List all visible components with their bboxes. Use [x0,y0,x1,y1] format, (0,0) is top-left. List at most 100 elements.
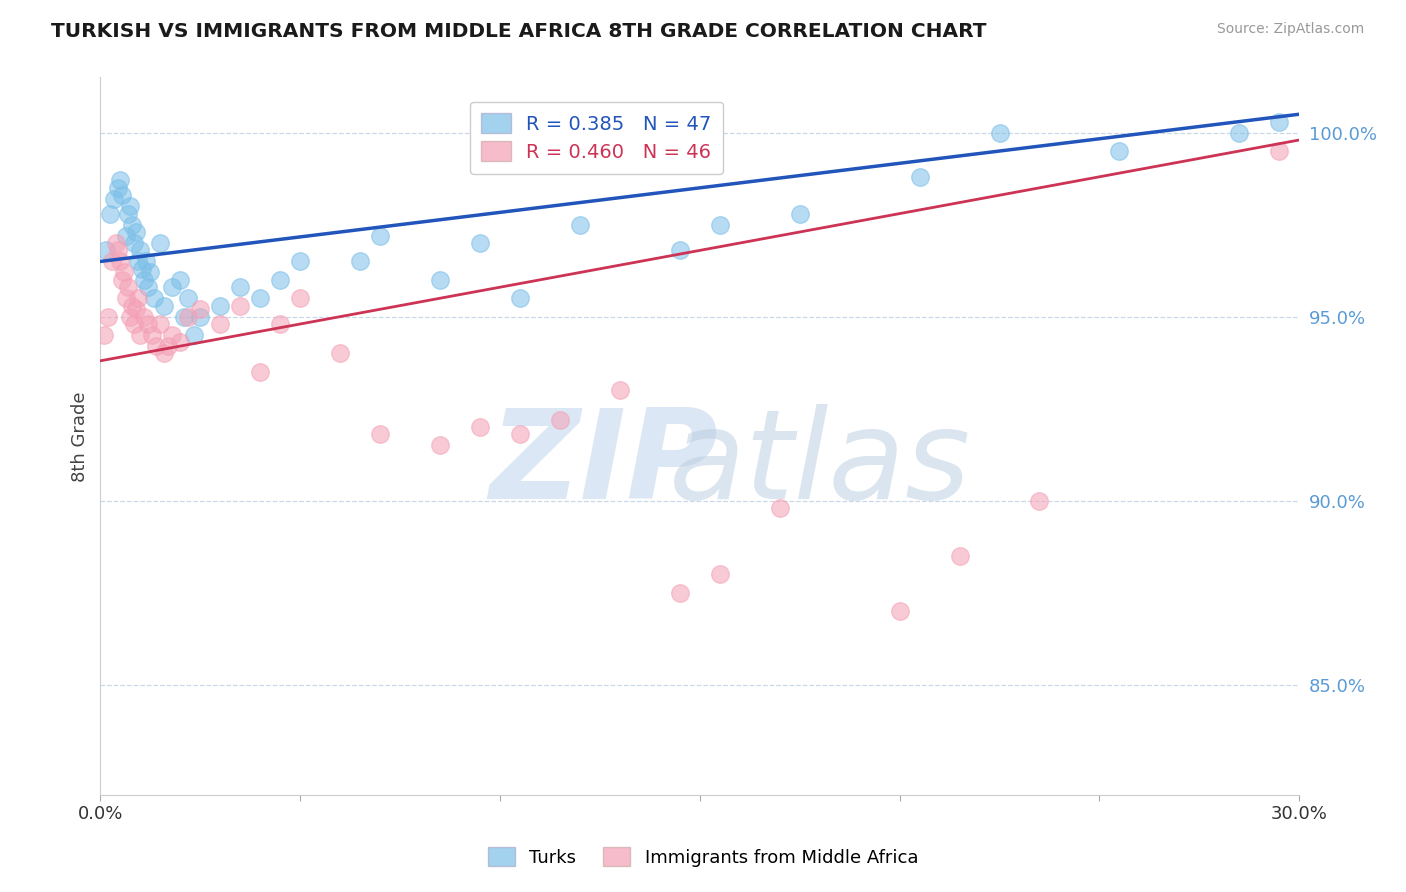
Point [121,218,143,232]
Point [509,291,531,305]
Point [135,254,157,268]
Y-axis label: 8th Grade: 8th Grade [72,391,89,482]
Point [136,317,159,331]
Point [124,235,146,250]
Point [709,218,731,232]
Point [609,384,631,398]
Point [121,299,143,313]
Point [105,235,128,250]
Point [229,299,252,313]
Point [117,206,139,220]
Point [125,225,148,239]
Point [988,126,1011,140]
Point [127,254,149,268]
Point [131,261,153,276]
Point [112,265,135,279]
Point [136,280,159,294]
Point [120,310,142,324]
Point [97,310,120,324]
Point [120,199,142,213]
Point [209,317,232,331]
Point [789,206,811,220]
Point [117,280,139,294]
Point [169,273,191,287]
Point [96,244,118,258]
Point [188,310,211,324]
Point [669,244,692,258]
Point [110,173,132,187]
Point [93,328,115,343]
Point [183,328,205,343]
Point [1227,126,1250,140]
Point [139,265,162,279]
Point [568,218,591,232]
Point [269,273,291,287]
Point [129,328,152,343]
Point [177,291,200,305]
Point [134,273,156,287]
Point [249,291,271,305]
Point [249,365,271,379]
Point [141,328,163,343]
Text: ZIP: ZIP [489,404,718,525]
Point [908,169,931,184]
Point [429,273,451,287]
Legend: Turks, Immigrants from Middle Africa: Turks, Immigrants from Middle Africa [481,840,925,874]
Point [188,302,211,317]
Text: TURKISH VS IMMIGRANTS FROM MIDDLE AFRICA 8TH GRADE CORRELATION CHART: TURKISH VS IMMIGRANTS FROM MIDDLE AFRICA… [51,22,986,41]
Point [101,254,124,268]
Point [145,339,167,353]
Point [169,335,191,350]
Point [368,427,391,442]
Point [669,585,692,599]
Point [129,244,152,258]
Point [509,427,531,442]
Legend: R = 0.385   N = 47, R = 0.460   N = 46: R = 0.385 N = 47, R = 0.460 N = 46 [470,102,723,174]
Point [115,291,138,305]
Point [548,413,571,427]
Point [173,310,195,324]
Point [157,339,180,353]
Point [1268,144,1291,158]
Point [1268,114,1291,128]
Point [269,317,291,331]
Point [127,291,149,305]
Point [111,188,134,202]
Point [153,346,176,360]
Point [98,206,121,220]
Point [110,254,132,268]
Point [709,567,731,582]
Point [349,254,371,268]
Point [288,254,311,268]
Point [429,438,451,452]
Point [368,228,391,243]
Point [134,310,156,324]
Point [1108,144,1130,158]
Point [149,235,172,250]
Point [143,291,166,305]
Point [149,317,172,331]
Point [229,280,252,294]
Point [948,549,970,563]
Text: atlas: atlas [669,404,970,525]
Point [162,280,184,294]
Point [889,604,911,618]
Point [125,302,148,317]
Point [288,291,311,305]
Point [107,181,129,195]
Point [329,346,352,360]
Point [124,317,146,331]
Point [177,310,200,324]
Point [153,299,176,313]
Point [769,501,792,516]
Point [115,228,138,243]
Point [468,235,491,250]
Point [209,299,232,313]
Point [111,273,134,287]
Point [103,192,125,206]
Point [468,420,491,434]
Point [162,328,184,343]
Text: Source: ZipAtlas.com: Source: ZipAtlas.com [1216,22,1364,37]
Point [1028,493,1050,508]
Point [107,244,129,258]
